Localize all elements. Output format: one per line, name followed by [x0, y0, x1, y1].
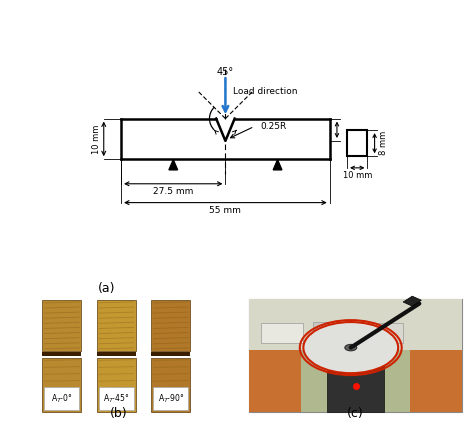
- Text: A$_7$-45°: A$_7$-45°: [103, 392, 129, 405]
- Bar: [249, 299, 462, 351]
- Text: 10 mm: 10 mm: [343, 171, 372, 180]
- Bar: [42, 358, 82, 412]
- Bar: [249, 299, 462, 412]
- Text: A$_7$-90°: A$_7$-90°: [157, 392, 184, 405]
- Bar: [410, 350, 462, 412]
- Bar: [97, 300, 136, 351]
- Polygon shape: [273, 160, 282, 170]
- Bar: [154, 387, 188, 410]
- Bar: [347, 130, 367, 156]
- Text: (c): (c): [347, 407, 364, 420]
- Bar: [327, 341, 384, 412]
- Text: 10 mm: 10 mm: [92, 124, 101, 153]
- Bar: [151, 352, 191, 356]
- Bar: [45, 387, 79, 410]
- Circle shape: [345, 344, 356, 351]
- Bar: [313, 322, 356, 345]
- Bar: [97, 358, 136, 412]
- Text: 55 mm: 55 mm: [210, 206, 241, 215]
- Text: (a): (a): [98, 282, 116, 295]
- Bar: [301, 350, 410, 412]
- Bar: [403, 296, 421, 306]
- Text: Load direction: Load direction: [233, 86, 297, 95]
- Polygon shape: [169, 160, 178, 170]
- Bar: [249, 350, 301, 412]
- Bar: [99, 387, 134, 410]
- Bar: [42, 352, 82, 356]
- Text: 0.25R: 0.25R: [260, 122, 286, 131]
- Bar: [367, 323, 403, 343]
- Bar: [42, 300, 82, 351]
- Text: 8 mm: 8 mm: [379, 131, 388, 155]
- Bar: [97, 352, 136, 356]
- Text: A$_7$-0°: A$_7$-0°: [51, 392, 73, 405]
- Bar: [151, 358, 191, 412]
- Text: (b): (b): [109, 407, 128, 420]
- Bar: [261, 323, 303, 343]
- Bar: [151, 300, 191, 351]
- Circle shape: [303, 322, 398, 373]
- Text: 45°: 45°: [217, 66, 234, 77]
- Text: 27.5 mm: 27.5 mm: [153, 187, 193, 196]
